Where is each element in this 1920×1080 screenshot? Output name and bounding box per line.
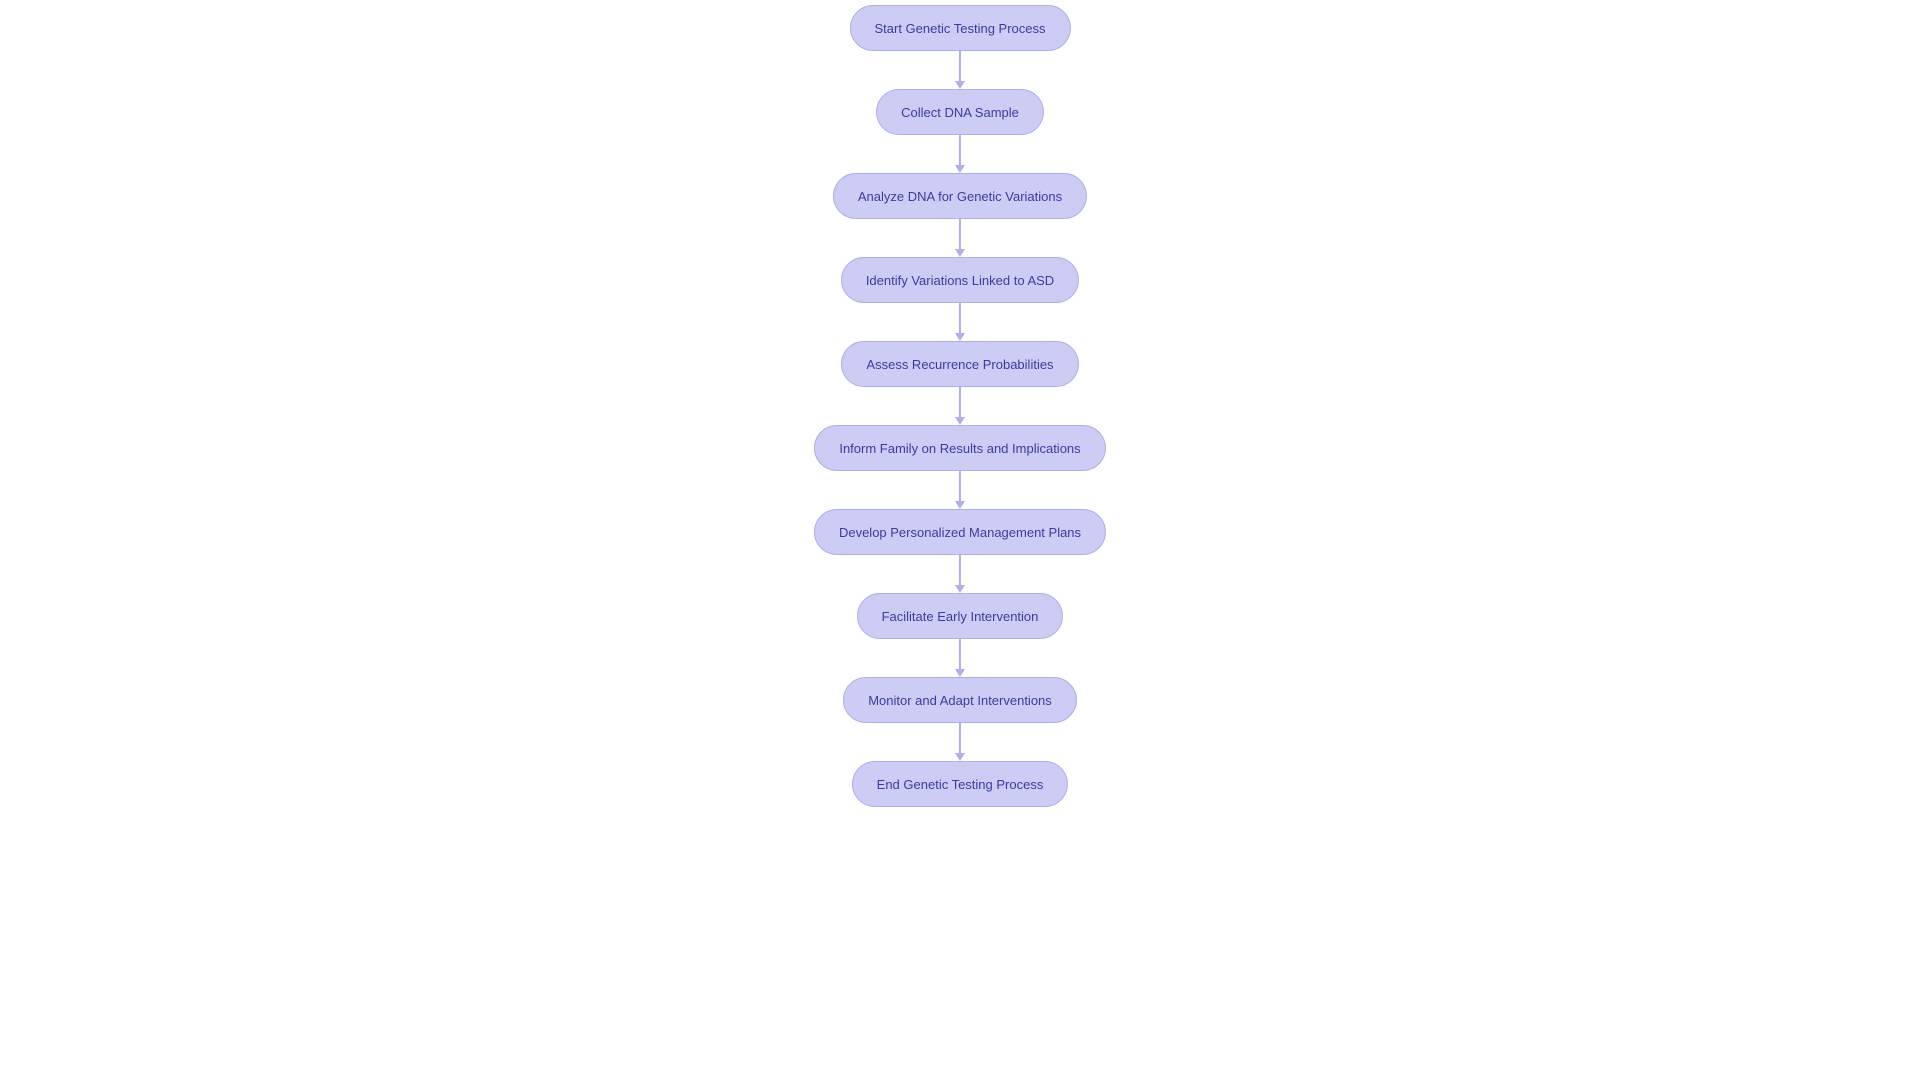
flowchart-node-monitor: Monitor and Adapt Interventions [843,677,1077,723]
connector-line [959,135,961,166]
node-label: Collect DNA Sample [901,105,1019,120]
flowchart-connector [955,387,965,425]
arrow-down-icon [955,417,965,425]
arrow-down-icon [955,501,965,509]
node-label: Start Genetic Testing Process [874,21,1045,36]
flowchart-connector [955,219,965,257]
flowchart-connector [955,135,965,173]
connector-line [959,387,961,418]
node-label: Monitor and Adapt Interventions [868,693,1052,708]
arrow-down-icon [955,333,965,341]
node-label: End Genetic Testing Process [877,777,1044,792]
flowchart-node-collect: Collect DNA Sample [876,89,1044,135]
flowchart-node-inform: Inform Family on Results and Implication… [814,425,1105,471]
flowchart-connector [955,303,965,341]
flowchart-connector [955,51,965,89]
arrow-down-icon [955,249,965,257]
flowchart-node-analyze: Analyze DNA for Genetic Variations [833,173,1087,219]
flowchart-node-develop: Develop Personalized Management Plans [814,509,1106,555]
flowchart-container: Start Genetic Testing Process Collect DN… [814,5,1106,807]
flowchart-connector [955,723,965,761]
flowchart-node-facilitate: Facilitate Early Intervention [857,593,1064,639]
node-label: Develop Personalized Management Plans [839,525,1081,540]
connector-line [959,51,961,82]
flowchart-connector [955,639,965,677]
node-label: Facilitate Early Intervention [882,609,1039,624]
flowchart-node-assess: Assess Recurrence Probabilities [841,341,1078,387]
flowchart-node-start: Start Genetic Testing Process [849,5,1070,51]
flowchart-node-end: End Genetic Testing Process [852,761,1069,807]
node-label: Analyze DNA for Genetic Variations [858,189,1062,204]
connector-line [959,723,961,754]
arrow-down-icon [955,81,965,89]
connector-line [959,555,961,586]
connector-line [959,303,961,334]
arrow-down-icon [955,669,965,677]
arrow-down-icon [955,753,965,761]
arrow-down-icon [955,165,965,173]
flowchart-node-identify: Identify Variations Linked to ASD [841,257,1079,303]
flowchart-connector [955,471,965,509]
node-label: Assess Recurrence Probabilities [866,357,1053,372]
node-label: Identify Variations Linked to ASD [866,273,1054,288]
connector-line [959,219,961,250]
connector-line [959,471,961,502]
connector-line [959,639,961,670]
node-label: Inform Family on Results and Implication… [839,441,1080,456]
arrow-down-icon [955,585,965,593]
flowchart-connector [955,555,965,593]
